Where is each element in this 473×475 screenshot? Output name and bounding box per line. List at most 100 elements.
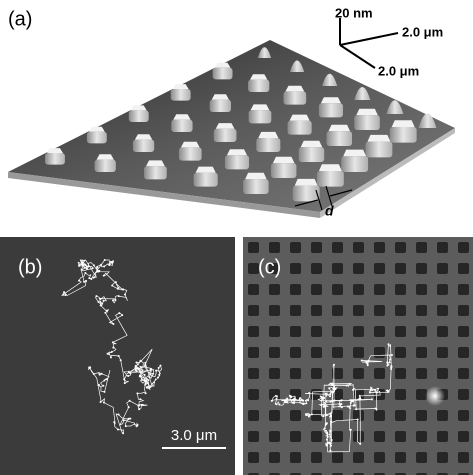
pillar-side: [171, 89, 191, 101]
bright-spot: [425, 386, 445, 406]
pillar-shadow: [416, 242, 427, 253]
pillar-shadow: [416, 431, 427, 442]
pillar-shadow: [374, 452, 385, 463]
pillar-shadow: [458, 431, 469, 442]
panel-label: (b): [18, 256, 42, 278]
pillar-side: [299, 147, 325, 162]
pillar-shadow: [248, 431, 259, 442]
pillar-shadow: [353, 242, 364, 253]
pillar-shadow: [290, 452, 301, 463]
pillar-shadow: [458, 263, 469, 274]
pillar-shadow: [290, 347, 301, 358]
pillar-side: [213, 68, 233, 80]
pillar-shadow: [458, 410, 469, 421]
pillar-top: [392, 120, 415, 127]
pillar-shadow: [395, 452, 406, 463]
figure: (a) 20 nm 2.0 μm 2.0 μm d (b) 3.0 μm (c): [0, 0, 473, 475]
pillar-top: [301, 141, 323, 147]
pillar-shadow: [437, 452, 448, 463]
pillar-shadow: [353, 326, 364, 337]
pillar-shadow: [248, 452, 259, 463]
pillar-top: [251, 104, 270, 110]
pillar-top: [97, 154, 114, 159]
pillar-shadow: [248, 389, 259, 400]
pillar-shadow: [248, 347, 259, 358]
pillar-side: [87, 132, 107, 144]
pillar-shadow: [437, 326, 448, 337]
pillar-top: [367, 135, 390, 142]
pillar-shadow: [311, 368, 322, 379]
pillar-side: [129, 110, 149, 122]
pillar-side: [243, 179, 268, 194]
pillar-shadow: [437, 347, 448, 358]
scale-x: 2.0 μm: [402, 24, 443, 39]
pillar-top: [196, 167, 216, 173]
pillar-shadow: [353, 347, 364, 358]
pillar-shadow: [374, 305, 385, 316]
pillar-shadow: [395, 368, 406, 379]
pillar-shadow: [290, 410, 301, 421]
pillar-shadow: [290, 305, 301, 316]
pillar-shadow: [332, 242, 343, 253]
pillar-shadow: [269, 284, 280, 295]
pillar-shadow: [458, 284, 469, 295]
panel-c: (c): [243, 237, 473, 475]
pillar-shadow: [374, 368, 385, 379]
pillar-shadow: [395, 347, 406, 358]
pillar-shadow: [395, 389, 406, 400]
pillar-shadow: [374, 326, 385, 337]
pillar-shadow: [290, 368, 301, 379]
pillar-shadow: [416, 326, 427, 337]
pillar-shadow: [458, 389, 469, 400]
pillar-shadow: [374, 242, 385, 253]
pillar-side: [95, 160, 116, 172]
pillar-shadow: [332, 284, 343, 295]
pillar-shadow: [437, 410, 448, 421]
pillar-top: [258, 132, 278, 138]
pillar-shadow: [395, 410, 406, 421]
pillar-side: [144, 166, 167, 179]
pillar-shadow: [248, 242, 259, 253]
pillar-shadow: [269, 431, 280, 442]
pillar-side: [283, 91, 306, 104]
pillar-side: [271, 163, 297, 178]
pillar-shadow: [437, 242, 448, 253]
pillar-side: [249, 110, 272, 123]
pillar-side: [179, 147, 202, 160]
scale-z: 20 nm: [335, 5, 373, 20]
pillar-shadow: [332, 410, 343, 421]
pillar-shadow: [458, 242, 469, 253]
pillar-shadow: [311, 431, 322, 442]
pillar-shadow: [353, 431, 364, 442]
pillar-shadow: [311, 242, 322, 253]
pillar-shadow: [458, 368, 469, 379]
pillar-top: [216, 123, 235, 129]
pillar-side: [319, 103, 343, 117]
pillar-top: [173, 114, 190, 119]
pillar-shadow: [290, 431, 301, 442]
pillar-shadow: [248, 284, 259, 295]
pillar-shadow: [353, 284, 364, 295]
pillar-side: [317, 171, 344, 187]
pillar-shadow: [437, 284, 448, 295]
pillar-shadow: [311, 284, 322, 295]
spacing-label: d: [325, 203, 334, 219]
pillar-shadow: [416, 368, 427, 379]
pillar-shadow: [248, 326, 259, 337]
pillar-shadow: [395, 284, 406, 295]
pillar-shadow: [437, 305, 448, 316]
pillar-shadow: [437, 431, 448, 442]
pillar-top: [273, 157, 295, 163]
scale-y: 2.0 μm: [378, 63, 419, 78]
pillar-shadow: [395, 242, 406, 253]
panel-a: (a) 20 nm 2.0 μm 2.0 μm d: [8, 5, 455, 218]
pillar-shadow: [248, 305, 259, 316]
pillar-shadow: [374, 410, 385, 421]
pillar-top: [181, 142, 200, 148]
pillar-shadow: [269, 305, 280, 316]
pillar-shadow: [311, 452, 322, 463]
pillar-shadow: [353, 452, 364, 463]
pillar-shadow: [311, 305, 322, 316]
pillar-top: [250, 74, 267, 79]
pillar-top: [329, 125, 351, 131]
